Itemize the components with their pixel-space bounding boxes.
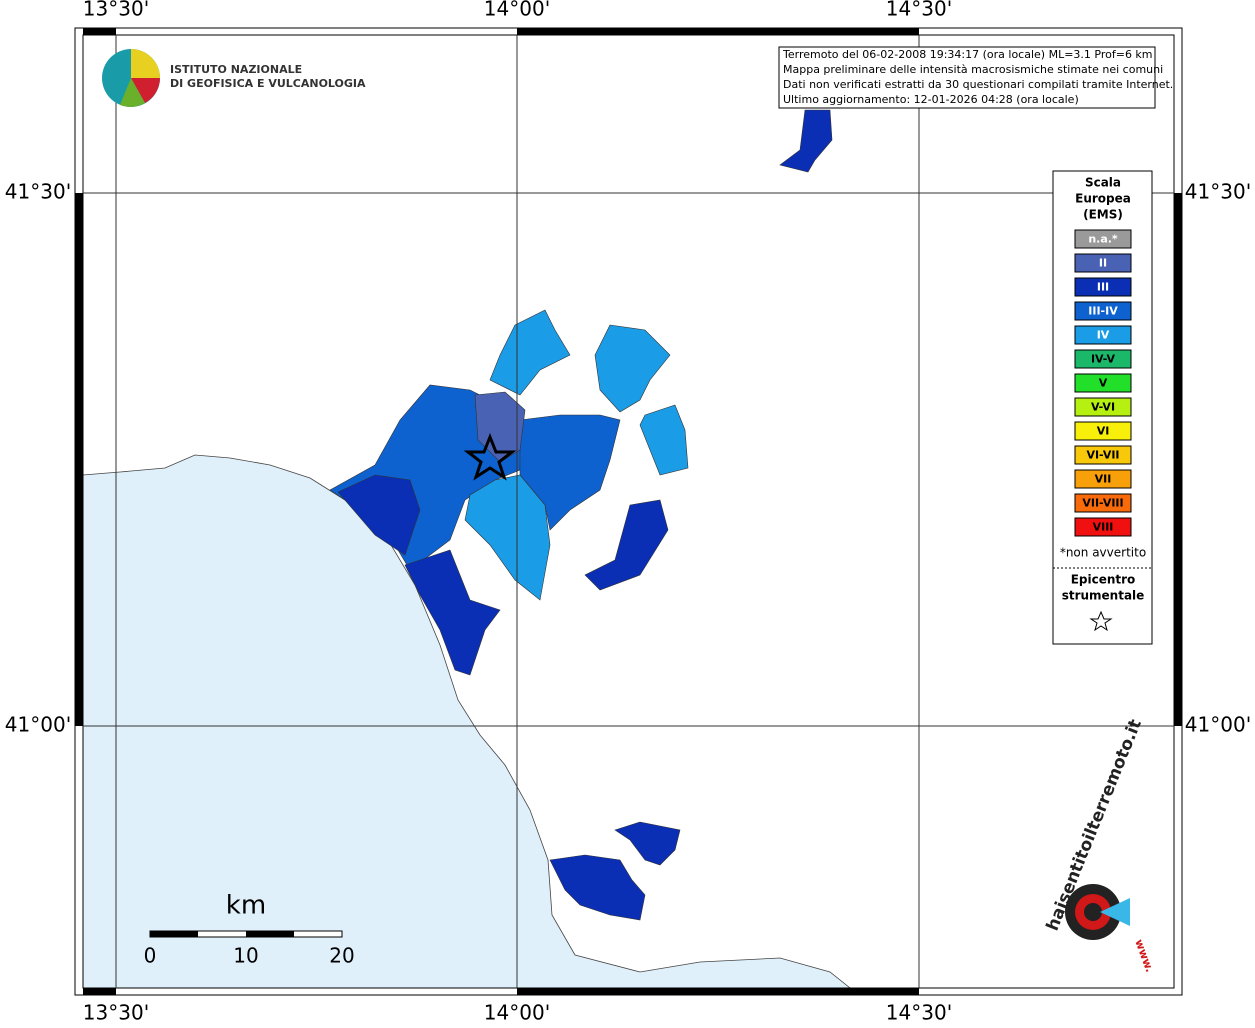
legend-label: VI bbox=[1097, 425, 1110, 438]
legend-label: IV-V bbox=[1091, 353, 1116, 366]
scale-unit: km bbox=[226, 891, 266, 921]
scale-segment bbox=[246, 931, 294, 937]
legend-swatch bbox=[1074, 469, 1132, 489]
area-iii bbox=[549, 854, 646, 921]
lat-label: 41°30' bbox=[5, 180, 71, 204]
ingv-logo: ISTITUTO NAZIONALE DI GEOFISICA E VULCAN… bbox=[102, 49, 366, 107]
frame-bar bbox=[83, 988, 116, 995]
scale-tick: 20 bbox=[329, 944, 354, 968]
scale-bar: km 0 10 20 bbox=[144, 891, 355, 968]
legend-label: VII bbox=[1095, 473, 1112, 486]
info-line: Dati non verificati estratti da 30 quest… bbox=[783, 78, 1173, 91]
legend-label: II bbox=[1099, 257, 1107, 270]
legend-swatch bbox=[1074, 301, 1132, 321]
logo-segment bbox=[131, 49, 160, 78]
scale-segment bbox=[150, 931, 198, 937]
lat-label: 41°00' bbox=[1185, 713, 1251, 737]
frame-bar bbox=[517, 988, 919, 995]
info-box: Terremoto del 06-02-2008 19:34:17 (ora l… bbox=[778, 46, 1173, 109]
sea bbox=[82, 454, 852, 989]
frame-bar bbox=[517, 28, 919, 35]
legend-swatch bbox=[1074, 349, 1132, 369]
area-iv bbox=[639, 404, 689, 476]
lon-label: 14°00' bbox=[484, 1001, 550, 1025]
legend: Scala Europea (EMS) *non avvertito Epice… bbox=[1052, 170, 1153, 645]
scale-tick: 0 bbox=[144, 944, 157, 968]
area-iii bbox=[614, 821, 681, 866]
logo-segment bbox=[131, 78, 160, 103]
legend-swatch bbox=[1074, 373, 1132, 393]
municipalities bbox=[329, 109, 833, 921]
legend-swatch bbox=[1074, 445, 1132, 465]
legend-swatch bbox=[1074, 421, 1132, 441]
area-iv bbox=[464, 474, 551, 601]
lat-label: 41°30' bbox=[1185, 180, 1251, 204]
legend-swatch bbox=[1074, 325, 1132, 345]
legend-swatch bbox=[1074, 493, 1132, 513]
area-iii bbox=[779, 109, 833, 173]
legend-label: III bbox=[1097, 281, 1109, 294]
legend-title: Europea bbox=[1075, 192, 1131, 206]
legend-label: VIII bbox=[1093, 521, 1114, 534]
frame-bar bbox=[1174, 193, 1182, 726]
area-iii bbox=[584, 499, 669, 591]
legend-label: III-IV bbox=[1088, 305, 1118, 318]
logo-segment bbox=[120, 78, 145, 107]
logo-circle bbox=[1084, 903, 1102, 921]
legend-note: *non avvertito bbox=[1060, 546, 1146, 560]
logo-speaker bbox=[1100, 898, 1130, 926]
legend-swatch bbox=[1074, 397, 1132, 417]
lat-label: 41°00' bbox=[5, 713, 71, 737]
legend-swatch bbox=[1074, 229, 1132, 249]
legend-label: V-VI bbox=[1091, 401, 1115, 414]
scale-tick: 10 bbox=[233, 944, 258, 968]
lon-label: 14°30' bbox=[886, 0, 952, 21]
lon-label: 14°30' bbox=[886, 1001, 952, 1025]
lon-label: 13°30' bbox=[83, 1001, 149, 1025]
legend-label: VII-VIII bbox=[1082, 497, 1123, 510]
legend-swatch bbox=[1074, 253, 1132, 273]
legend-epicenter: strumentale bbox=[1062, 589, 1145, 603]
legend-title: Scala bbox=[1085, 176, 1121, 190]
legend-epicenter: Epicentro bbox=[1071, 573, 1136, 587]
area-iv bbox=[594, 324, 671, 413]
area-iii bbox=[337, 474, 421, 556]
legend-label: n.a.* bbox=[1088, 233, 1118, 246]
lon-label: 14°00' bbox=[484, 0, 550, 21]
legend-label: IV bbox=[1097, 329, 1110, 342]
area-iii bbox=[404, 549, 501, 676]
legend-star bbox=[1089, 610, 1113, 632]
info-line: Mappa preliminare delle intensità macros… bbox=[783, 63, 1163, 76]
info-line: Ultimo aggiornamento: 12-01-2026 04:28 (… bbox=[783, 93, 1079, 106]
frame-bar bbox=[83, 28, 116, 35]
legend-label: V bbox=[1099, 377, 1108, 390]
frame-bars bbox=[75, 28, 1182, 995]
legend-swatch bbox=[1074, 517, 1132, 537]
legend-swatch bbox=[1074, 277, 1132, 297]
logo-text: ISTITUTO NAZIONALE bbox=[170, 63, 302, 76]
info-line: Terremoto del 06-02-2008 19:34:17 (ora l… bbox=[782, 48, 1153, 61]
legend-label: VI-VII bbox=[1086, 449, 1119, 462]
legend-title: (EMS) bbox=[1083, 208, 1123, 222]
epicenter bbox=[463, 432, 517, 481]
info-box-frame bbox=[778, 46, 1156, 109]
frame-bar bbox=[75, 193, 83, 726]
area-iv bbox=[489, 309, 571, 396]
logo-text: DI GEOFISICA E VULCANOLOGIA bbox=[170, 77, 366, 90]
graticule bbox=[83, 35, 1174, 988]
lon-label: 13°30' bbox=[83, 0, 149, 21]
